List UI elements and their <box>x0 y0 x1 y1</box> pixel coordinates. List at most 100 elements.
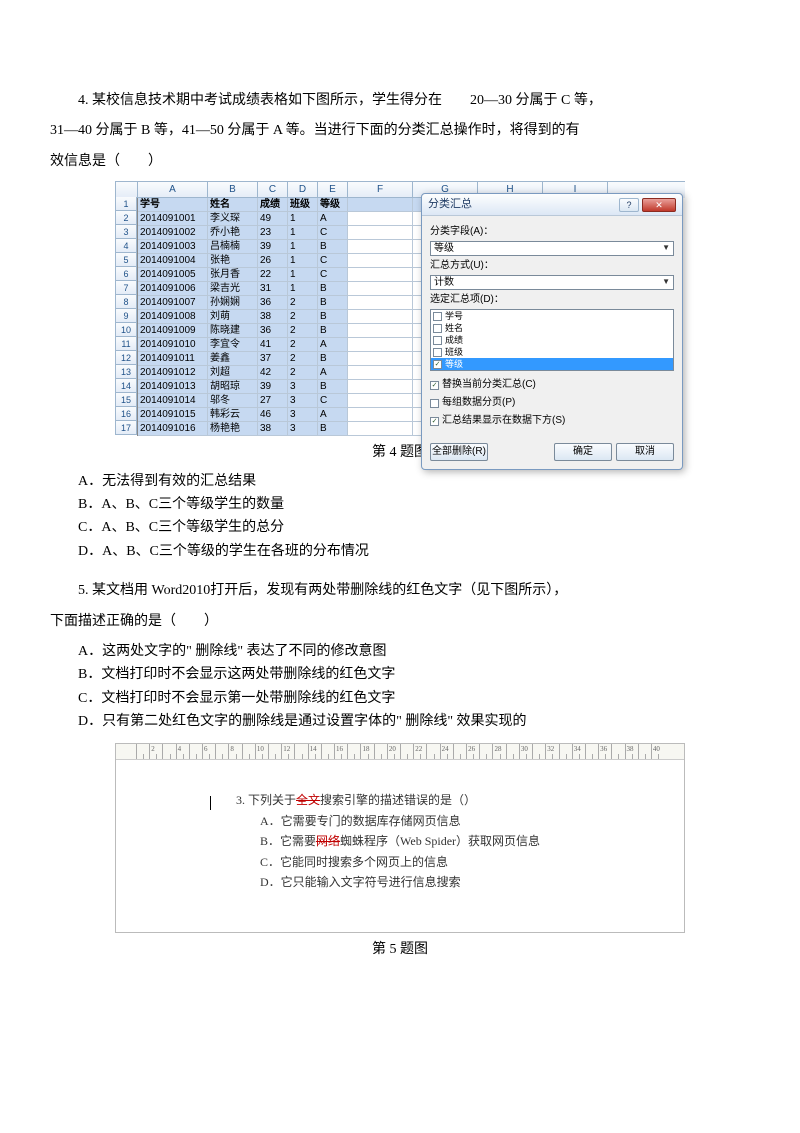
data-cell[interactable]: 2014091014 <box>138 394 208 408</box>
data-cell[interactable]: 2014091013 <box>138 380 208 394</box>
col-header[interactable]: C <box>258 182 288 198</box>
data-cell[interactable]: B <box>318 422 348 436</box>
item-checkbox[interactable] <box>433 360 442 369</box>
data-cell[interactable]: 49 <box>258 212 288 226</box>
list-item[interactable]: 姓名 <box>431 322 673 334</box>
field-select[interactable]: 等级 ▼ <box>430 241 674 256</box>
list-item[interactable]: 等级 <box>431 358 673 370</box>
data-cell[interactable]: 吕楠楠 <box>208 240 258 254</box>
data-cell[interactable]: A <box>318 408 348 422</box>
data-cell[interactable]: 2014091003 <box>138 240 208 254</box>
ok-button[interactable]: 确定 <box>554 443 612 461</box>
dialog-help-button[interactable]: ? <box>619 198 639 212</box>
col-header[interactable]: D <box>288 182 318 198</box>
data-cell[interactable]: 乔小艳 <box>208 226 258 240</box>
data-cell[interactable]: 46 <box>258 408 288 422</box>
data-cell[interactable]: 张月香 <box>208 268 258 282</box>
data-cell[interactable]: 韩彩云 <box>208 408 258 422</box>
row-header[interactable]: 3 <box>115 225 137 239</box>
data-cell[interactable]: 胡昭琼 <box>208 380 258 394</box>
method-select[interactable]: 计数 ▼ <box>430 275 674 290</box>
data-cell[interactable]: 2 <box>288 296 318 310</box>
data-cell[interactable]: 37 <box>258 352 288 366</box>
data-cell[interactable]: 2 <box>288 324 318 338</box>
data-cell[interactable]: 2 <box>288 310 318 324</box>
data-cell[interactable]: B <box>318 240 348 254</box>
row-header[interactable]: 10 <box>115 323 137 337</box>
check3-box[interactable] <box>430 417 439 426</box>
header-cell[interactable]: 班级 <box>288 198 318 212</box>
row-header[interactable]: 1 <box>115 197 137 211</box>
data-cell[interactable]: B <box>318 310 348 324</box>
data-cell[interactable]: 2014091016 <box>138 422 208 436</box>
data-cell[interactable]: 1 <box>288 226 318 240</box>
data-cell[interactable]: 2 <box>288 352 318 366</box>
row-header[interactable]: 15 <box>115 393 137 407</box>
data-cell[interactable]: 邬冬 <box>208 394 258 408</box>
row-header[interactable]: 2 <box>115 211 137 225</box>
data-cell[interactable]: B <box>318 380 348 394</box>
data-cell[interactable]: C <box>318 268 348 282</box>
row-header[interactable]: 5 <box>115 253 137 267</box>
data-cell[interactable]: 1 <box>288 268 318 282</box>
data-cell[interactable]: 22 <box>258 268 288 282</box>
data-cell[interactable]: 2014091010 <box>138 338 208 352</box>
check1-box[interactable] <box>430 381 439 390</box>
data-cell[interactable]: 2014091006 <box>138 282 208 296</box>
col-header[interactable]: F <box>348 182 413 198</box>
header-cell[interactable]: 姓名 <box>208 198 258 212</box>
cancel-button[interactable]: 取消 <box>616 443 674 461</box>
data-cell[interactable]: 1 <box>288 240 318 254</box>
data-cell[interactable]: 23 <box>258 226 288 240</box>
data-cell[interactable]: 41 <box>258 338 288 352</box>
data-cell[interactable]: 2014091001 <box>138 212 208 226</box>
data-cell[interactable]: 李义琛 <box>208 212 258 226</box>
data-cell[interactable]: 3 <box>288 408 318 422</box>
list-item[interactable]: 成绩 <box>431 334 673 346</box>
data-cell[interactable]: 2 <box>288 338 318 352</box>
row-header[interactable]: 6 <box>115 267 137 281</box>
data-cell[interactable]: 杨艳艳 <box>208 422 258 436</box>
row-header[interactable]: 14 <box>115 379 137 393</box>
data-cell[interactable]: 3 <box>288 394 318 408</box>
data-cell[interactable]: 2014091015 <box>138 408 208 422</box>
row-header[interactable]: 17 <box>115 421 137 435</box>
data-cell[interactable]: B <box>318 352 348 366</box>
items-list[interactable]: 学号姓名成绩班级等级 <box>430 309 674 371</box>
data-cell[interactable]: A <box>318 212 348 226</box>
data-cell[interactable]: 刘萌 <box>208 310 258 324</box>
data-cell[interactable]: 1 <box>288 282 318 296</box>
row-header[interactable]: 8 <box>115 295 137 309</box>
data-cell[interactable]: 2014091002 <box>138 226 208 240</box>
data-cell[interactable]: 刘超 <box>208 366 258 380</box>
data-cell[interactable]: A <box>318 338 348 352</box>
data-cell[interactable]: 1 <box>288 254 318 268</box>
data-cell[interactable]: 张艳 <box>208 254 258 268</box>
item-checkbox[interactable] <box>433 312 442 321</box>
data-cell[interactable]: 2014091012 <box>138 366 208 380</box>
data-cell[interactable]: 2014091008 <box>138 310 208 324</box>
row-header[interactable]: 12 <box>115 351 137 365</box>
data-cell[interactable]: 36 <box>258 296 288 310</box>
data-cell[interactable]: 陈晓建 <box>208 324 258 338</box>
row-header[interactable]: 13 <box>115 365 137 379</box>
data-cell[interactable]: C <box>318 394 348 408</box>
col-header[interactable]: A <box>138 182 208 198</box>
data-cell[interactable]: 42 <box>258 366 288 380</box>
data-cell[interactable]: B <box>318 282 348 296</box>
row-header[interactable]: 16 <box>115 407 137 421</box>
data-cell[interactable]: 2 <box>288 366 318 380</box>
data-cell[interactable]: C <box>318 226 348 240</box>
data-cell[interactable]: 38 <box>258 422 288 436</box>
check2-box[interactable] <box>430 399 439 408</box>
data-cell[interactable]: 1 <box>288 212 318 226</box>
list-item[interactable]: 班级 <box>431 346 673 358</box>
data-cell[interactable]: C <box>318 254 348 268</box>
data-cell[interactable]: 3 <box>288 380 318 394</box>
row-header[interactable]: 4 <box>115 239 137 253</box>
data-cell[interactable]: 2014091004 <box>138 254 208 268</box>
col-header[interactable]: E <box>318 182 348 198</box>
dialog-close-button[interactable]: ✕ <box>642 198 676 212</box>
data-cell[interactable]: 39 <box>258 240 288 254</box>
item-checkbox[interactable] <box>433 336 442 345</box>
